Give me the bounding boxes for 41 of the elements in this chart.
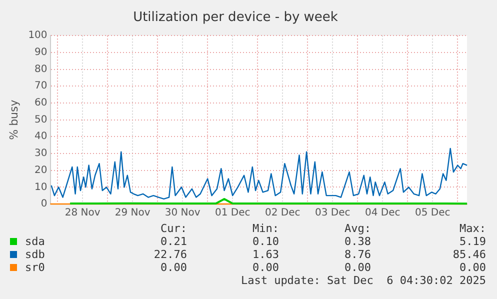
text: 0.00 [343,261,371,274]
y-tick-label: 40 [34,131,48,142]
text: Min: [251,222,279,235]
x-tick-label: 29 Nov [114,208,150,219]
text: Avg: [343,222,371,235]
y-tick-label: 10 [34,182,48,193]
y-tick-label: 60 [34,98,48,109]
x-tick-label: 03 Dec [314,208,350,219]
text: Cur: [159,222,187,235]
y-tick-label: 20 [34,164,48,176]
x-tick-label: 30 Nov [164,208,200,219]
text: 0.00 [458,261,486,274]
y-tick-label: 90 [34,47,48,58]
legend-label: sda [24,235,46,248]
y-tick-label: 100 [28,30,48,42]
text: 85.46 [452,248,486,261]
text: 0.00 [251,261,279,274]
y-axis-title: % busy [7,99,20,140]
text: 1.63 [251,248,279,261]
text: Last update: Sat Dec 6 04:30:02 2025 [240,274,486,287]
text: 0.10 [251,235,279,248]
legend-label: sdb [24,248,46,261]
x-tick-label: 01 Dec [214,208,250,219]
text: 0.21 [159,235,187,248]
text: 22.76 [152,248,187,261]
text: 5.19 [458,235,486,248]
text: Max: [458,222,486,235]
chart-title: Utilization per device - by week [133,10,338,26]
text: 0.38 [343,235,371,248]
y-tick-label: 70 [34,80,48,92]
x-tick-label: 28 Nov [64,208,100,219]
text: 8.76 [343,248,371,261]
y-tick-label: 30 [34,148,48,160]
y-tick-label: 80 [34,64,48,75]
y-tick-label: 0 [40,198,48,210]
x-tick-label: 04 Dec [364,208,400,219]
y-tick-label: 50 [34,114,48,126]
x-tick-label: 05 Dec [414,208,450,219]
x-tick-label: 02 Dec [264,208,300,219]
text: 0.00 [159,261,187,274]
legend-label: sr0 [24,261,46,274]
